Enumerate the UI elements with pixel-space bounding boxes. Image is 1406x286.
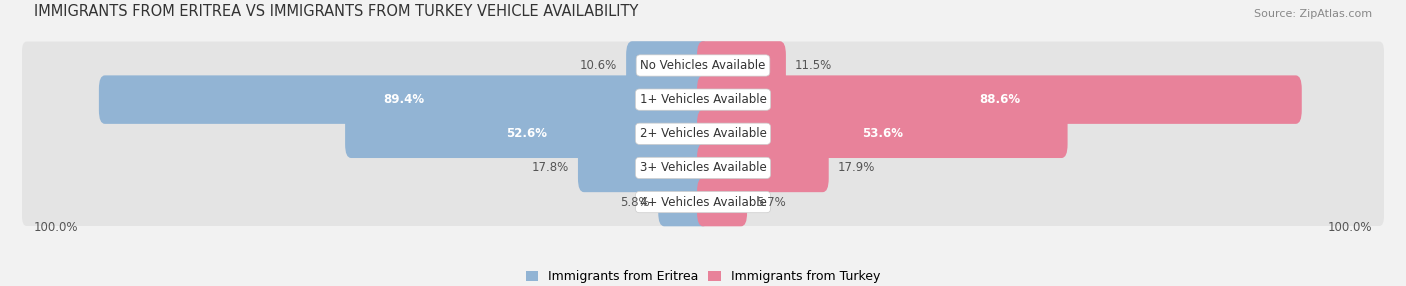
FancyBboxPatch shape <box>22 76 1384 124</box>
Text: No Vehicles Available: No Vehicles Available <box>640 59 766 72</box>
Text: 10.6%: 10.6% <box>579 59 617 72</box>
FancyBboxPatch shape <box>697 110 1067 158</box>
Text: 17.9%: 17.9% <box>838 161 875 174</box>
Text: Source: ZipAtlas.com: Source: ZipAtlas.com <box>1254 9 1372 19</box>
FancyBboxPatch shape <box>98 76 709 124</box>
FancyBboxPatch shape <box>697 41 786 90</box>
FancyBboxPatch shape <box>697 76 1302 124</box>
Text: 100.0%: 100.0% <box>34 221 79 234</box>
Text: 3+ Vehicles Available: 3+ Vehicles Available <box>640 161 766 174</box>
Text: 5.8%: 5.8% <box>620 196 650 208</box>
FancyBboxPatch shape <box>344 110 709 158</box>
FancyBboxPatch shape <box>22 144 1384 192</box>
Text: 17.8%: 17.8% <box>531 161 569 174</box>
Text: 1+ Vehicles Available: 1+ Vehicles Available <box>640 93 766 106</box>
FancyBboxPatch shape <box>578 144 709 192</box>
Text: 53.6%: 53.6% <box>862 127 903 140</box>
Text: 4+ Vehicles Available: 4+ Vehicles Available <box>640 196 766 208</box>
FancyBboxPatch shape <box>22 110 1384 158</box>
Text: 88.6%: 88.6% <box>979 93 1019 106</box>
FancyBboxPatch shape <box>697 144 828 192</box>
Text: 52.6%: 52.6% <box>506 127 547 140</box>
Legend: Immigrants from Eritrea, Immigrants from Turkey: Immigrants from Eritrea, Immigrants from… <box>526 270 880 283</box>
FancyBboxPatch shape <box>658 178 709 226</box>
FancyBboxPatch shape <box>22 41 1384 90</box>
Text: 2+ Vehicles Available: 2+ Vehicles Available <box>640 127 766 140</box>
FancyBboxPatch shape <box>626 41 709 90</box>
Text: 11.5%: 11.5% <box>794 59 832 72</box>
Text: 100.0%: 100.0% <box>1327 221 1372 234</box>
Text: IMMIGRANTS FROM ERITREA VS IMMIGRANTS FROM TURKEY VEHICLE AVAILABILITY: IMMIGRANTS FROM ERITREA VS IMMIGRANTS FR… <box>34 4 638 19</box>
FancyBboxPatch shape <box>697 178 747 226</box>
Text: 89.4%: 89.4% <box>384 93 425 106</box>
FancyBboxPatch shape <box>22 178 1384 226</box>
Text: 5.7%: 5.7% <box>756 196 786 208</box>
